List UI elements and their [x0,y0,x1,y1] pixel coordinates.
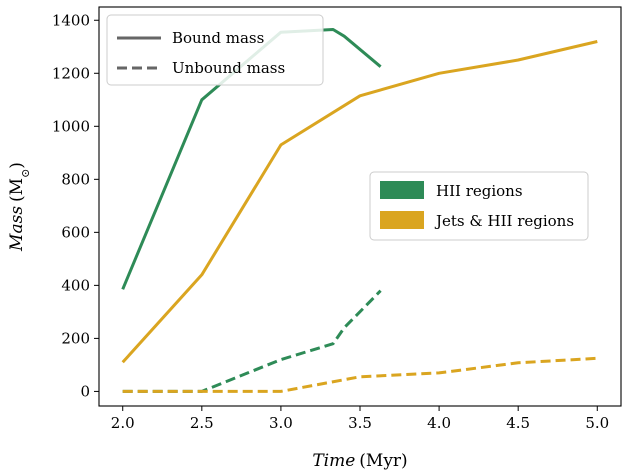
y-axis-ticks: 0 200 400 600 800 1000 1200 1400 [52,11,99,400]
y-tick-label: 1400 [52,11,90,29]
x-tick-label: 4.5 [506,414,530,432]
hii-regions-unbound-mass-line [122,289,382,393]
y-axis-title-quantity: Mass [7,206,27,252]
y-tick-label: 200 [61,329,90,347]
linestyle-legend: Bound mass Unbound mass [106,14,324,86]
x-tick-label: 2.0 [111,414,135,432]
jets-hii-regions-legend-label: Jets & HII regions [434,212,574,230]
y-tick-label: 0 [80,382,90,400]
x-tick-label: 5.0 [585,414,609,432]
jets-hii-regions-bound-mass-line [121,40,598,364]
jets-hii-regions-legend-patch [380,211,424,229]
x-axis-title: Time (Myr) [312,451,407,471]
bound-mass-legend-label: Bound mass [172,29,264,47]
x-tick-label: 3.5 [348,414,372,432]
y-axis-title-unit-sun: ⊙ [19,169,32,178]
x-tick-label: 4.0 [427,414,451,432]
linestyle-legend-box [106,14,324,86]
x-tick-label: 2.5 [190,414,214,432]
jets-hii-regions-unbound-mass-line [122,356,598,393]
y-tick-label: 600 [61,223,90,241]
x-tick-label: 3.0 [269,414,293,432]
y-axis-title-unit: (M [7,178,27,202]
x-axis-ticks: 2.0 2.5 3.0 3.5 4.0 4.5 5.0 [111,406,609,432]
y-tick-label: 800 [61,170,90,188]
y-axis-title-unit-close: ) [7,162,27,169]
y-axis-title: Mass (M⊙) [7,162,32,252]
x-axis-title-quantity: Time [312,451,355,471]
y-tick-label: 1000 [52,117,90,135]
hii-regions-legend-patch [380,181,424,199]
y-tick-label: 400 [61,276,90,294]
series-color-legend: HII regions Jets & HII regions [369,171,589,241]
hii-regions-legend-label: HII regions [436,182,523,200]
x-axis-title-unit: (Myr) [359,451,407,471]
y-tick-label: 1200 [52,64,90,82]
unbound-mass-legend-label: Unbound mass [172,59,285,77]
series-color-legend-box [369,171,589,241]
